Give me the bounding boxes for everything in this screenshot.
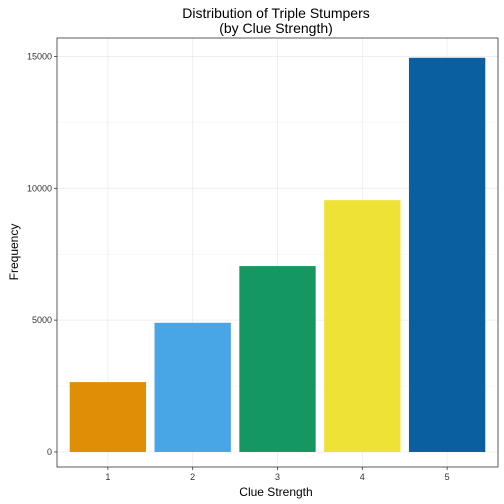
y-tick-label: 5000 xyxy=(32,315,52,325)
x-axis: 1 2 3 4 5 xyxy=(105,467,450,482)
bar-1 xyxy=(69,382,147,452)
chart-subtitle: (by Clue Strength) xyxy=(219,20,333,36)
bar-4 xyxy=(324,200,401,452)
y-tick-label: 10000 xyxy=(27,183,52,193)
x-axis-title: Clue Strength xyxy=(239,485,312,499)
x-tick-label: 3 xyxy=(275,472,280,482)
bar-2 xyxy=(154,322,231,452)
y-tick-label: 0 xyxy=(47,447,52,457)
bars xyxy=(69,57,486,452)
x-tick-label: 2 xyxy=(190,472,195,482)
y-axis-title: Frequency xyxy=(7,224,21,281)
bar-5 xyxy=(408,57,486,452)
x-tick-label: 5 xyxy=(445,472,450,482)
y-axis: 0 5000 10000 15000 xyxy=(27,51,57,457)
chart-title: Distribution of Triple Stumpers xyxy=(182,5,370,21)
bar-3 xyxy=(239,266,316,452)
x-tick-label: 1 xyxy=(105,472,110,482)
x-tick-label: 4 xyxy=(360,472,365,482)
y-tick-label: 15000 xyxy=(27,51,52,61)
